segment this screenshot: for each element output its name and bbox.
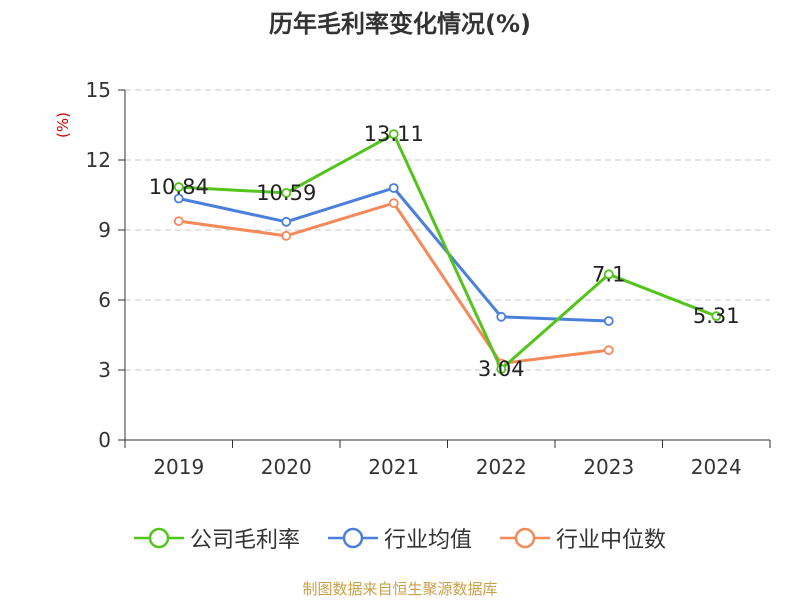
x-tick-label: 2021 — [368, 455, 419, 479]
legend-label: 公司毛利率 — [189, 528, 300, 553]
data-point[interactable] — [281, 230, 292, 241]
data-point[interactable] — [173, 182, 184, 192]
x-tick-label: 2019 — [153, 455, 204, 479]
data-point[interactable] — [711, 311, 722, 322]
axes: 0 3 6 9 12 15 2019 2020 2021 2022 2023 2024 — [86, 78, 771, 479]
legend-item-0[interactable]: 公司毛利率 — [133, 522, 300, 554]
legend-marker-icon — [133, 527, 184, 549]
y-tick-label: 9 — [98, 218, 111, 242]
data-point[interactable] — [496, 364, 507, 374]
grid-lines — [125, 89, 770, 371]
data-label: 10.84 — [149, 175, 209, 199]
series-line-2 — [178, 201, 609, 365]
legend-marker-icon — [327, 527, 378, 549]
legend-item-1[interactable]: 行业均值 — [327, 522, 472, 554]
data-point[interactable] — [603, 345, 614, 356]
y-tick-label: 3 — [98, 358, 111, 382]
legend: 公司毛利率 行业均值 行业中位数 — [0, 522, 800, 554]
x-tick-label: 2023 — [583, 455, 634, 479]
data-point[interactable] — [388, 183, 399, 193]
data-point[interactable] — [281, 187, 292, 198]
data-labels: 10.84 10.59 13.11 3.04 7.1 5.31 — [149, 122, 740, 381]
data-point[interactable] — [603, 269, 614, 280]
legend-label: 行业中位数 — [556, 528, 667, 553]
y-tick-label: 0 — [98, 428, 111, 452]
x-tick-label: 2020 — [261, 455, 312, 479]
data-point[interactable] — [173, 216, 184, 227]
series-lines — [173, 129, 722, 374]
data-label: 7.1 — [592, 262, 625, 286]
data-label: 5.31 — [693, 304, 740, 328]
x-tick-label: 2022 — [476, 455, 527, 479]
data-label: 10.59 — [256, 181, 316, 205]
y-tick-label: 15 — [86, 78, 111, 102]
y-tick-label: 6 — [98, 288, 111, 312]
x-tick-label: 2024 — [691, 455, 742, 479]
legend-marker-icon — [500, 527, 550, 549]
legend-item-2[interactable]: 行业中位数 — [500, 522, 666, 554]
data-label: 3.04 — [478, 357, 525, 381]
chart-title: 历年毛利率变化情况(%) — [269, 10, 531, 38]
data-label: 13.11 — [364, 122, 424, 146]
legend-label: 行业均值 — [383, 528, 472, 553]
data-point[interactable] — [388, 198, 399, 209]
source-text: 制图数据来自恒生聚源数据库 — [302, 580, 498, 598]
data-point[interactable] — [281, 216, 292, 227]
data-point[interactable] — [603, 316, 614, 326]
series-line-0 — [178, 132, 717, 371]
y-tick-label: 12 — [86, 148, 111, 172]
data-point[interactable] — [173, 193, 184, 204]
y-axis-label: (%) — [54, 112, 72, 138]
data-point[interactable] — [496, 311, 507, 322]
data-point[interactable] — [388, 129, 399, 140]
